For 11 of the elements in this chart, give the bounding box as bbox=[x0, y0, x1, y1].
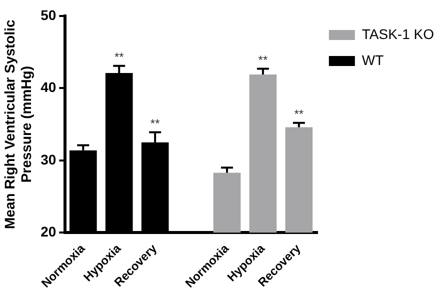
y-tick-label: 40 bbox=[40, 79, 56, 96]
legend-label: TASK-1 KO bbox=[362, 26, 434, 42]
data-label: ** bbox=[150, 116, 160, 131]
data-label: ** bbox=[258, 53, 268, 68]
y-tick-label: 20 bbox=[40, 224, 56, 240]
y-axis-title: Mean Right Ventricular Systolic Pressure (mmHg) bbox=[1, 19, 34, 229]
legend-label: WT bbox=[362, 52, 384, 68]
y-tick-label: 50 bbox=[40, 6, 56, 23]
y-tick-label: 30 bbox=[40, 151, 56, 168]
data-label: ** bbox=[294, 107, 304, 122]
data-label: ** bbox=[114, 50, 124, 64]
